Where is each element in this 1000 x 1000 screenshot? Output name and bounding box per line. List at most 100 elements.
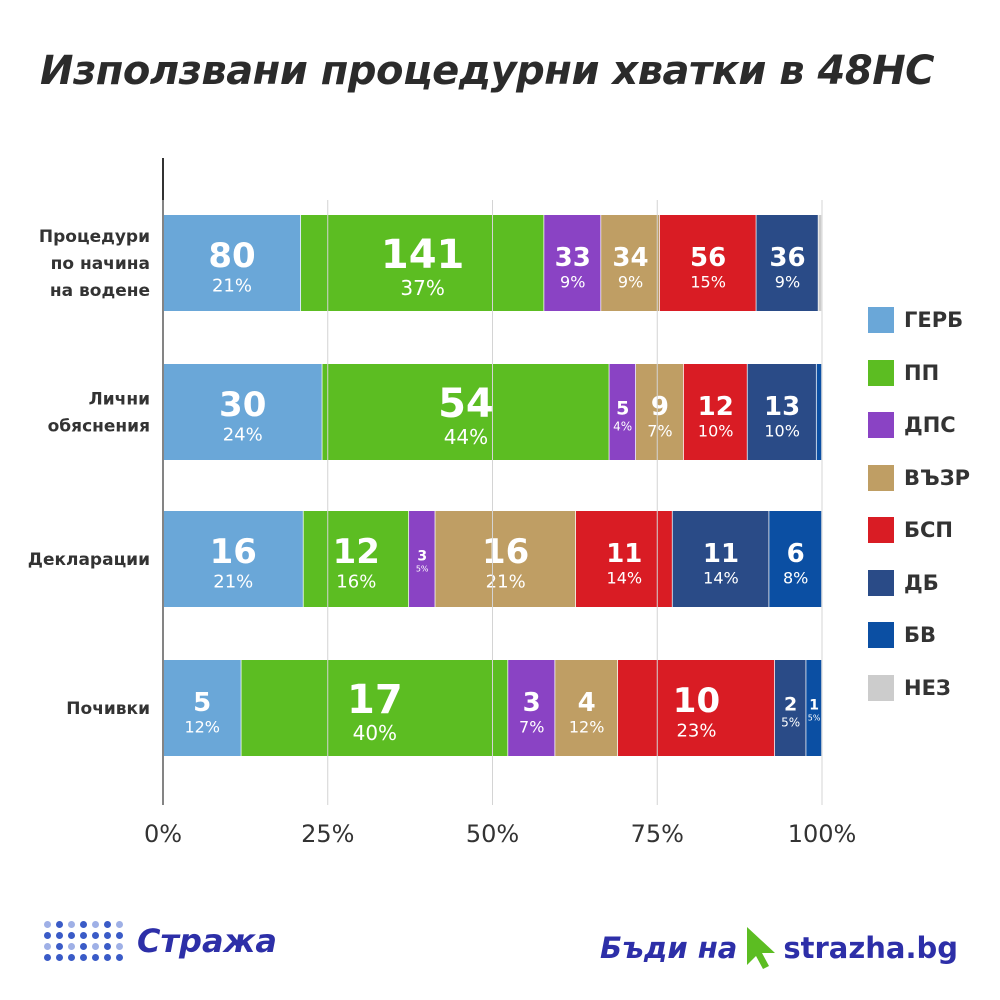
bar-0-3 (601, 215, 660, 311)
legend-item: ДПС (868, 399, 970, 452)
logo-dot (80, 932, 87, 939)
percent-label: 14% (703, 569, 739, 588)
percent-label: 10% (764, 422, 800, 441)
category-label: на водене (50, 281, 150, 301)
category-label: Процедури (39, 227, 150, 247)
brand-name: Стража (137, 922, 277, 960)
x-axis-ticks: 0% 25% 50% 75% 100% (144, 200, 856, 848)
logo-dot (68, 954, 75, 961)
percent-label: 24% (223, 424, 263, 445)
percent-label: 5% (416, 564, 429, 573)
value-label: 5 (193, 688, 211, 718)
bar-3-4 (618, 660, 775, 756)
percent-label: 21% (486, 571, 526, 592)
logo-dot (116, 932, 123, 939)
legend-swatch (868, 622, 894, 649)
legend-item: ПП (868, 347, 970, 400)
value-label: 36 (769, 243, 805, 273)
legend-label: БВ (904, 623, 937, 648)
logo-dot (56, 932, 63, 939)
category-label: Лични (89, 390, 150, 410)
value-label: 1 (809, 698, 819, 714)
value-label: 12 (698, 392, 734, 422)
percent-label: 15% (690, 273, 726, 292)
value-label: 11 (703, 539, 739, 569)
cursor-arrow-icon (747, 927, 776, 969)
value-label: 34 (612, 243, 648, 273)
logo-dot (104, 943, 111, 950)
value-label: 16 (482, 532, 529, 572)
legend-swatch (868, 412, 894, 439)
category-label: обяснения (48, 417, 150, 437)
legend-label: ДПС (904, 413, 956, 438)
category-label: Декларации (28, 550, 150, 570)
bar-1-0 (163, 364, 323, 460)
value-label: 3 (417, 549, 427, 565)
legend-swatch (868, 569, 894, 596)
value-label: 11 (606, 539, 642, 569)
x-tick-label: 75% (631, 820, 684, 848)
legend-item: ГЕРБ (868, 294, 970, 347)
legend-swatch (868, 359, 894, 386)
value-label: 10 (673, 681, 720, 721)
value-label: 56 (690, 243, 726, 273)
legend-label: ПП (904, 360, 940, 385)
legend-item: БВ (868, 609, 970, 662)
chart-title: Използвани процедурни хватки в 48НС (40, 48, 935, 94)
logo-dot (68, 921, 75, 928)
legend-swatch (868, 464, 894, 491)
percent-label: 12% (569, 718, 605, 737)
value-label: 30 (219, 385, 266, 425)
logo-dot (104, 932, 111, 939)
stacked-bar-chart: 8021%14137%339%349%5615%369%3024%5444%54… (28, 158, 856, 848)
legend-swatch (868, 674, 894, 701)
percent-label: 10% (698, 422, 734, 441)
logo-dot (68, 943, 75, 950)
legend-label: ДБ (904, 570, 939, 595)
value-label: 141 (381, 232, 465, 278)
value-label: 33 (555, 243, 591, 273)
logo-dot (92, 932, 99, 939)
logo-dot (92, 943, 99, 950)
percent-label: 7% (647, 422, 672, 441)
category-label: по начина (51, 254, 150, 274)
value-label: 80 (208, 236, 255, 276)
logo-dot (116, 943, 123, 950)
footer: Стража Бъди на strazha.bg (0, 915, 1000, 985)
logo-dot (56, 943, 63, 950)
legend-swatch (868, 517, 894, 544)
value-label: 6 (787, 539, 805, 569)
value-label: 17 (347, 677, 403, 723)
bar-0-5 (756, 215, 819, 311)
logo-dot (92, 921, 99, 928)
x-tick-label: 100% (788, 820, 857, 848)
logo-dot (92, 954, 99, 961)
percent-label: 9% (775, 273, 800, 292)
bar-3-3 (555, 660, 619, 756)
site-link[interactable]: strazha.bg (783, 931, 958, 965)
value-label: 2 (784, 693, 797, 715)
legend-label: ВЪЗР (904, 465, 971, 490)
percent-label: 5% (781, 715, 800, 729)
x-tick-label: 25% (301, 820, 354, 848)
percent-label: 9% (560, 273, 585, 292)
logo-dot (80, 921, 87, 928)
logo-dot (104, 954, 111, 961)
legend: ГЕРБ ПП ДПС ВЪЗР БСП ДБ БВ НЕЗ (868, 294, 970, 714)
percent-label: 8% (783, 569, 808, 588)
bar-1-5 (747, 364, 817, 460)
dot-grid-icon (44, 921, 123, 961)
bar-1-6 (816, 364, 822, 460)
bar-0-1 (301, 215, 545, 311)
legend-label: БСП (904, 518, 953, 543)
percent-label: 7% (519, 718, 544, 737)
logo-dot (56, 954, 63, 961)
percent-label: 14% (607, 569, 643, 588)
percent-label: 12% (184, 718, 220, 737)
bar-0-7 (818, 215, 822, 311)
bar-2-4 (575, 511, 673, 607)
legend-swatch (868, 307, 894, 334)
bar-3-1 (241, 660, 509, 756)
logo-dot (104, 921, 111, 928)
percent-label: 40% (353, 721, 397, 745)
